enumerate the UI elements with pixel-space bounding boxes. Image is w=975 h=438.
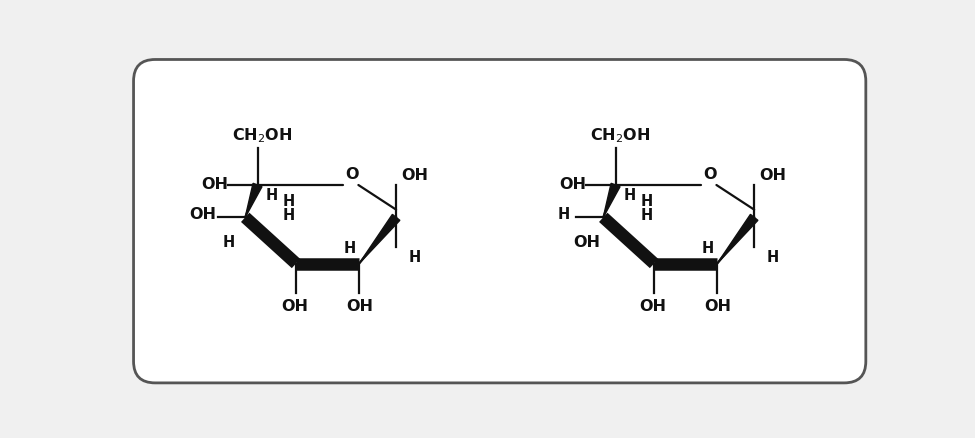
Text: OH: OH	[559, 177, 586, 192]
Text: OH: OH	[639, 299, 666, 314]
Text: H: H	[265, 188, 278, 203]
Text: H: H	[766, 250, 779, 265]
Text: O: O	[345, 167, 359, 183]
Text: H: H	[282, 194, 294, 209]
Text: H: H	[222, 235, 234, 250]
FancyBboxPatch shape	[134, 60, 866, 383]
Text: CH$_2$OH: CH$_2$OH	[590, 127, 650, 145]
Text: OH: OH	[281, 299, 308, 314]
Text: O: O	[704, 167, 717, 183]
Text: CH$_2$OH: CH$_2$OH	[232, 127, 292, 145]
Text: H: H	[641, 208, 652, 223]
Text: H: H	[282, 208, 294, 223]
Text: H: H	[702, 241, 714, 256]
Text: OH: OH	[201, 177, 228, 192]
Text: H: H	[558, 207, 570, 222]
Polygon shape	[245, 183, 262, 217]
Text: OH: OH	[346, 299, 373, 314]
Text: OH: OH	[401, 168, 428, 183]
Text: H: H	[344, 241, 356, 256]
Text: H: H	[623, 188, 636, 203]
Polygon shape	[718, 214, 758, 264]
Text: H: H	[409, 250, 421, 265]
Polygon shape	[604, 183, 620, 217]
Text: OH: OH	[705, 299, 731, 314]
Text: OH: OH	[573, 235, 600, 250]
Polygon shape	[359, 214, 400, 264]
Text: OH: OH	[760, 168, 786, 183]
Text: H: H	[641, 194, 652, 209]
Text: OH: OH	[189, 207, 216, 222]
